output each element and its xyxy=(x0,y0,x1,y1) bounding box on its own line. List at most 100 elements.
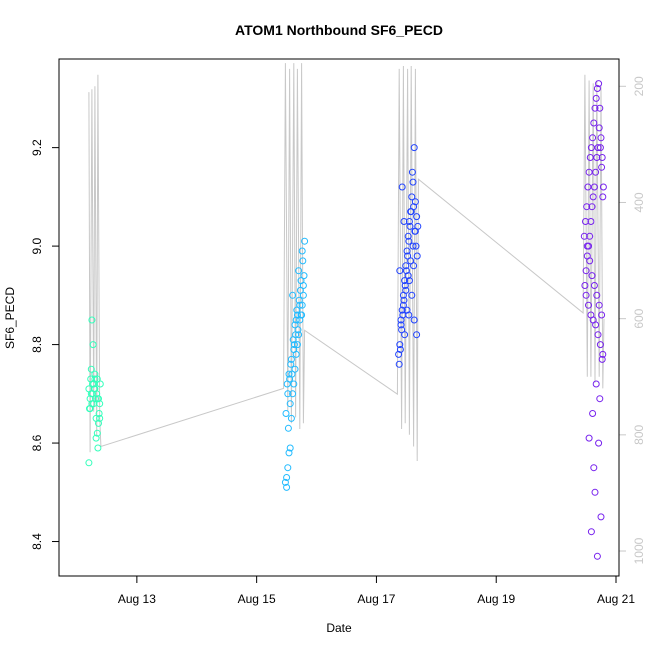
data-point xyxy=(300,272,308,280)
data-point xyxy=(593,154,601,161)
data-point xyxy=(299,257,307,265)
data-point xyxy=(284,464,292,472)
data-point xyxy=(582,291,590,299)
data-points-layer xyxy=(85,80,607,560)
data-point xyxy=(599,183,607,191)
data-point xyxy=(401,277,409,285)
data-point xyxy=(295,331,303,339)
data-point xyxy=(408,291,416,299)
data-point xyxy=(598,355,606,363)
y-tick-label: 9.2 xyxy=(30,139,44,156)
data-point xyxy=(581,282,589,289)
data-point xyxy=(294,326,302,334)
data-point xyxy=(396,341,404,349)
data-point xyxy=(405,277,413,285)
data-point xyxy=(398,306,406,314)
data-point xyxy=(402,262,410,270)
data-point xyxy=(85,459,93,467)
data-point xyxy=(403,306,411,314)
data-point xyxy=(400,218,408,225)
x-axis-label: Date xyxy=(326,621,352,635)
data-point xyxy=(593,291,601,299)
data-point xyxy=(407,257,415,265)
data-point xyxy=(398,326,406,334)
y2-tick-label: 400 xyxy=(632,192,646,212)
data-point xyxy=(287,360,295,368)
data-point xyxy=(298,247,306,255)
data-point xyxy=(87,365,95,373)
data-point xyxy=(596,395,604,403)
data-point xyxy=(405,311,413,319)
data-point xyxy=(591,104,599,112)
data-point xyxy=(290,341,298,349)
data-point xyxy=(587,218,595,225)
data-point xyxy=(298,311,306,319)
x-tick-label: Aug 15 xyxy=(238,592,276,606)
data-point xyxy=(291,321,299,329)
data-point xyxy=(413,252,421,260)
data-point xyxy=(293,306,301,314)
data-point xyxy=(597,513,605,521)
data-point xyxy=(295,296,303,304)
x-tick-label: Aug 19 xyxy=(477,592,515,606)
data-point xyxy=(287,414,295,422)
data-point xyxy=(599,350,607,358)
data-point xyxy=(596,144,604,152)
data-point xyxy=(593,85,601,92)
data-point xyxy=(299,291,307,299)
data-point xyxy=(593,552,601,560)
data-point xyxy=(588,203,596,211)
data-point xyxy=(411,198,419,206)
data-point xyxy=(395,360,403,368)
chart-title: ATOM1 Northbound SF6_PECD xyxy=(235,22,443,38)
data-point xyxy=(410,144,418,152)
data-point xyxy=(412,242,420,250)
data-point xyxy=(398,183,406,191)
data-point xyxy=(592,94,600,102)
data-point xyxy=(599,193,607,201)
data-point xyxy=(289,291,297,299)
data-point xyxy=(395,350,403,358)
data-point xyxy=(406,222,414,230)
data-point xyxy=(410,316,418,324)
data-point xyxy=(598,154,606,161)
data-point xyxy=(410,203,418,211)
data-point xyxy=(396,267,404,275)
data-point xyxy=(586,257,594,265)
data-point xyxy=(583,242,591,250)
data-point xyxy=(594,144,602,152)
data-point xyxy=(590,183,598,191)
data-point xyxy=(595,439,603,447)
data-point xyxy=(587,528,595,536)
data-point xyxy=(592,380,600,388)
data-point xyxy=(299,282,307,289)
data-point xyxy=(91,375,99,383)
data-point xyxy=(290,346,298,353)
y2-tick-label: 1000 xyxy=(632,537,646,564)
data-point xyxy=(289,390,297,398)
data-point xyxy=(596,104,604,112)
data-point xyxy=(286,444,294,452)
data-point xyxy=(400,296,408,304)
data-point xyxy=(401,282,409,289)
data-point xyxy=(408,168,416,176)
data-point xyxy=(591,488,599,496)
data-point xyxy=(94,444,102,452)
plot-frame xyxy=(58,58,620,577)
data-point xyxy=(409,178,417,186)
y-axis-label: SF6_PECD xyxy=(3,287,17,349)
y2-tick-label: 800 xyxy=(632,425,646,445)
data-point xyxy=(402,286,410,294)
data-point xyxy=(595,124,603,132)
data-point xyxy=(404,272,412,280)
data-point xyxy=(283,474,291,481)
data-point xyxy=(95,419,102,427)
data-point xyxy=(589,134,597,142)
data-point xyxy=(405,218,413,225)
data-point xyxy=(590,119,598,127)
x-tick-label: Aug 13 xyxy=(118,592,156,606)
data-point xyxy=(404,252,412,260)
data-point xyxy=(285,370,293,378)
data-point xyxy=(282,410,290,417)
